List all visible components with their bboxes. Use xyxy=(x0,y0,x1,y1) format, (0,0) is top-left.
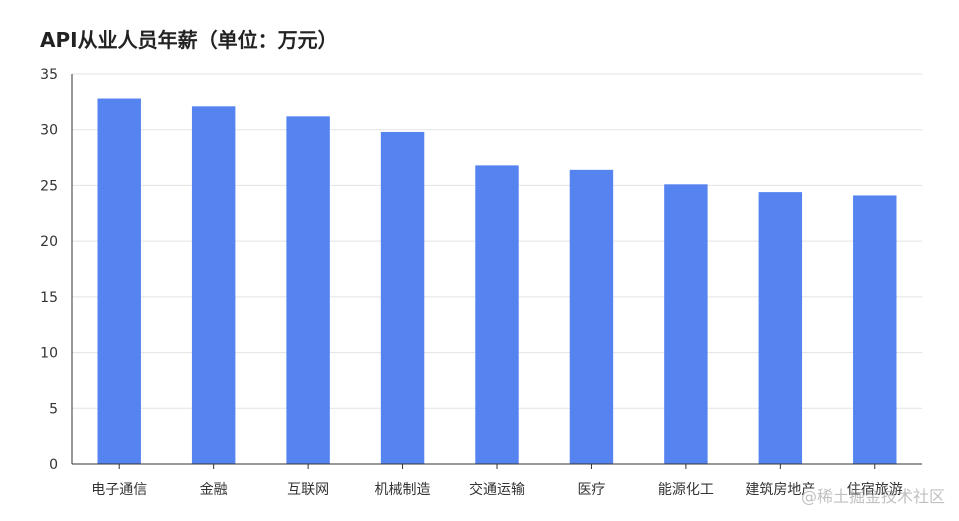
x-tick-label: 交通运输 xyxy=(469,481,525,498)
x-axis-ticks: 电子通信 金融 互联网 机械制造 交通运输 医疗 能源化工 建筑房地产 住宿旅游 xyxy=(91,481,903,498)
y-tick-label: 15 xyxy=(40,290,58,306)
y-tick-label: 30 xyxy=(40,123,58,139)
x-tick-label: 医疗 xyxy=(577,482,605,498)
bar-9[interactable] xyxy=(853,195,897,464)
x-tick-label: 机械制造 xyxy=(375,482,431,498)
x-tick-label: 能源化工 xyxy=(658,482,714,498)
x-tick-label: 建筑房地产 xyxy=(745,482,815,498)
watermark: @稀土掘金技术社区 xyxy=(800,487,945,506)
bar-8[interactable] xyxy=(758,192,803,464)
y-tick-label: 35 xyxy=(40,67,58,83)
chart-title: API从业人员年薪（单位：万元） xyxy=(40,28,338,52)
bar-3[interactable] xyxy=(286,116,330,464)
x-tick-label: 住宿旅游 xyxy=(847,481,903,498)
bar-4[interactable] xyxy=(380,131,425,464)
y-axis-ticks: 0 5 10 15 20 25 30 35 xyxy=(40,67,58,473)
y-tick-label: 10 xyxy=(40,346,58,362)
bars xyxy=(97,98,897,465)
bar-1[interactable] xyxy=(97,98,141,464)
bar-6[interactable] xyxy=(569,169,614,465)
bar-2[interactable] xyxy=(191,106,236,465)
x-tick-label: 互联网 xyxy=(287,482,329,498)
y-tick-label: 0 xyxy=(49,457,58,473)
y-tick-label: 20 xyxy=(40,234,58,250)
bar-5[interactable] xyxy=(475,165,519,464)
x-tick-label: 金融 xyxy=(200,482,228,498)
axes xyxy=(71,74,922,469)
y-tick-label: 25 xyxy=(40,178,58,194)
y-tick-label: 5 xyxy=(49,401,58,417)
bar-7[interactable] xyxy=(664,184,708,465)
x-tick-label: 电子通信 xyxy=(91,482,147,498)
